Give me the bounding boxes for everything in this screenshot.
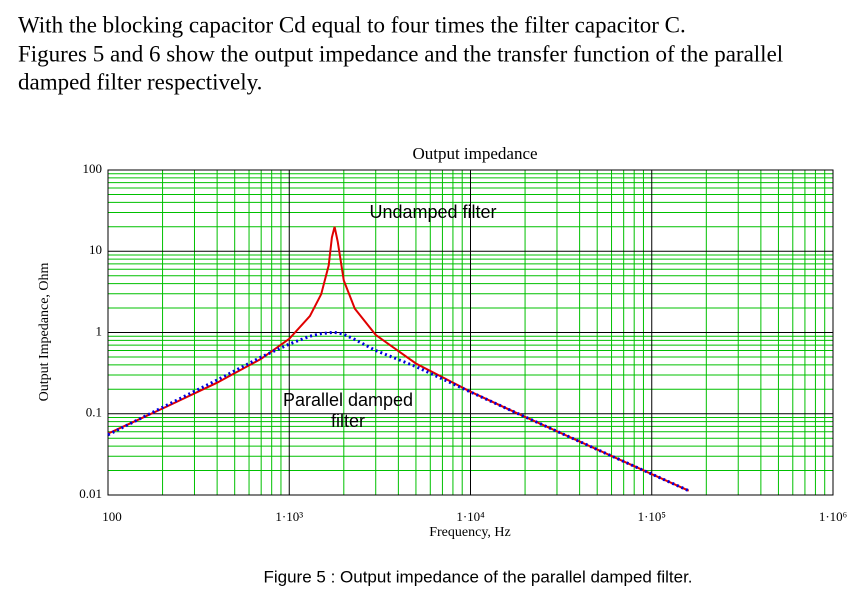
paragraph-line: With the blocking capacitor Cd equal to … [18,12,686,37]
y-tick-label: 0.01 [79,486,102,501]
x-tick-label: 1·10⁶ [819,509,847,524]
x-tick-label: 1·10⁴ [456,509,485,524]
y-tick-label: 10 [89,242,102,257]
y-tick-label: 0.1 [86,405,102,420]
series-line [107,331,690,493]
annotation: filter [331,411,365,431]
annotation: Undamped filter [369,202,496,222]
caption: Figure 5 : Output impedance of the paral… [263,567,692,586]
plot-border [107,169,834,496]
y-tick-label: 100 [83,161,103,176]
y-tick-label: 1 [96,323,103,338]
chart-title: Output impedance [412,144,537,163]
x-tick-label: 100 [102,509,122,524]
plot: 100 1·10³ 1·10⁴ 1·10⁵ 1·10⁶ 0.01 0.1 1 10 100 [79,161,847,524]
x-tick-label: 1·10³ [275,509,303,524]
paragraph-line: Figures 5 and 6 show the output impedanc… [18,41,783,66]
x-tick-label: 1·10⁵ [638,509,666,524]
annotation: Parallel damped [283,390,413,410]
paragraph-line: damped filter respectively. [18,69,262,94]
y-axis-label: Output Impedance, Ohm [37,262,52,401]
x-axis-label: Frequency, Hz [429,525,511,540]
